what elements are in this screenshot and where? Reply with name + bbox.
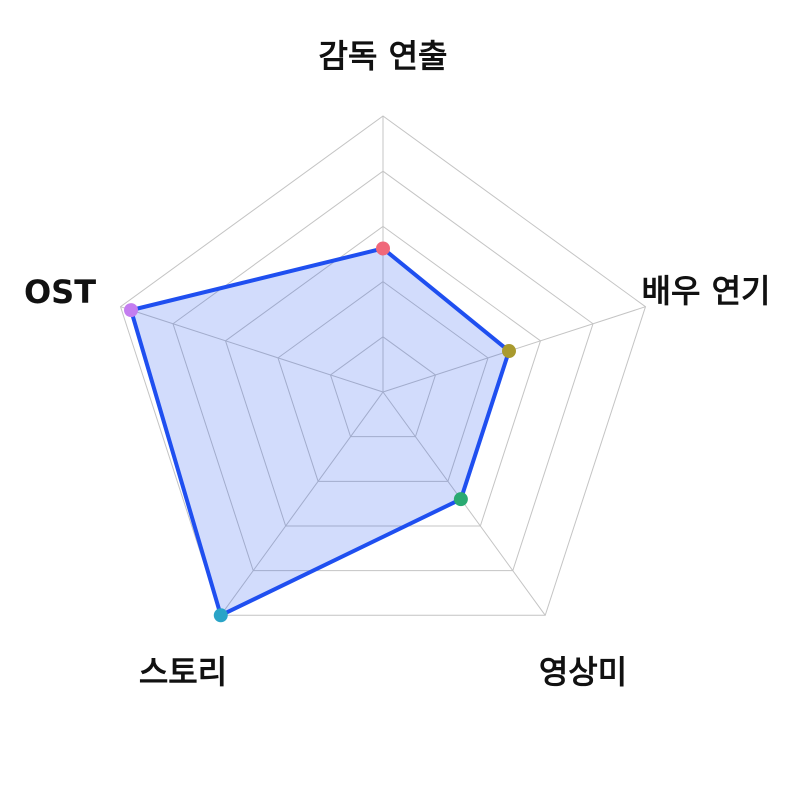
axis-label-story: 스토리 [139, 653, 227, 691]
series-area-0 [128, 246, 512, 619]
axis-label-ost: OST [24, 273, 96, 311]
axis-spoke-4 [120, 306, 384, 393]
axis-label-visuals: 영상미 [539, 653, 627, 691]
grid-ring-2 [277, 280, 489, 482]
axis-label-directing: 감독 연출 [319, 37, 448, 75]
axis-label-acting: 배우 연기 [642, 272, 771, 310]
radar-series [128, 246, 512, 619]
data-point-4 [124, 303, 139, 318]
grid-ring-3 [224, 225, 542, 527]
axis-spoke-3 [220, 391, 384, 616]
data-point-0 [376, 241, 390, 256]
radar-points [124, 241, 516, 623]
data-point-2 [453, 492, 468, 507]
data-point-3 [213, 608, 228, 623]
grid-ring-4 [172, 170, 594, 572]
axis-labels: 감독 연출 배우 연기 영상미 스토리 OST [24, 37, 770, 691]
data-point-1 [501, 344, 516, 359]
grid-ring-1 [329, 336, 437, 438]
grid-ring-5 [119, 115, 647, 616]
